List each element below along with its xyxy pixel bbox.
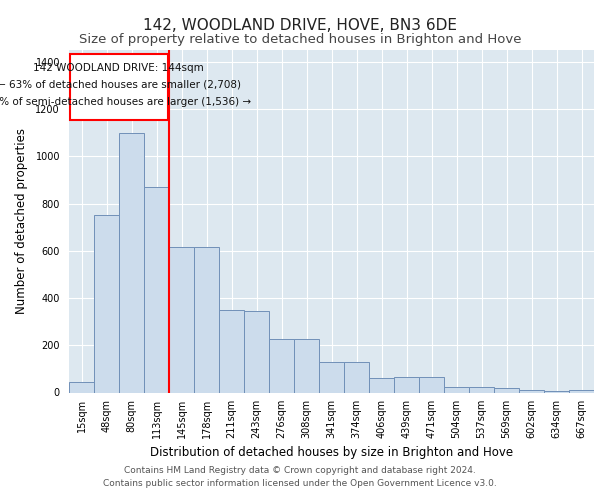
Text: Size of property relative to detached houses in Brighton and Hove: Size of property relative to detached ho… bbox=[79, 32, 521, 46]
Text: 142, WOODLAND DRIVE, HOVE, BN3 6DE: 142, WOODLAND DRIVE, HOVE, BN3 6DE bbox=[143, 18, 457, 32]
Bar bbox=[544, 390, 569, 392]
Bar bbox=[469, 388, 494, 392]
Bar bbox=[569, 390, 594, 392]
Bar bbox=[244, 311, 269, 392]
Bar bbox=[169, 247, 194, 392]
Bar bbox=[394, 377, 419, 392]
Bar bbox=[94, 216, 119, 392]
Bar bbox=[419, 377, 444, 392]
Bar bbox=[294, 340, 319, 392]
Text: ← 63% of detached houses are smaller (2,708): ← 63% of detached houses are smaller (2,… bbox=[0, 80, 241, 90]
Text: 36% of semi-detached houses are larger (1,536) →: 36% of semi-detached houses are larger (… bbox=[0, 97, 251, 107]
FancyBboxPatch shape bbox=[70, 54, 168, 120]
Bar bbox=[369, 378, 394, 392]
Bar bbox=[69, 382, 94, 392]
X-axis label: Distribution of detached houses by size in Brighton and Hove: Distribution of detached houses by size … bbox=[150, 446, 513, 460]
Y-axis label: Number of detached properties: Number of detached properties bbox=[16, 128, 28, 314]
Bar bbox=[344, 362, 369, 392]
Bar bbox=[269, 340, 294, 392]
Bar bbox=[219, 310, 244, 392]
Bar bbox=[494, 388, 519, 392]
Bar bbox=[319, 362, 344, 392]
Text: Contains HM Land Registry data © Crown copyright and database right 2024.
Contai: Contains HM Land Registry data © Crown c… bbox=[103, 466, 497, 487]
Bar bbox=[144, 187, 169, 392]
Text: 142 WOODLAND DRIVE: 144sqm: 142 WOODLAND DRIVE: 144sqm bbox=[33, 62, 204, 72]
Bar bbox=[444, 386, 469, 392]
Bar bbox=[519, 390, 544, 392]
Bar bbox=[119, 132, 144, 392]
Bar bbox=[194, 247, 219, 392]
